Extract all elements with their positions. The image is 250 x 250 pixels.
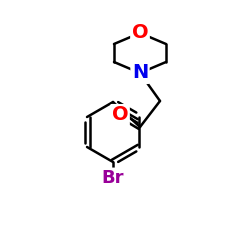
Text: O: O [112,106,128,124]
Text: Br: Br [102,169,124,187]
Text: O: O [132,24,148,42]
Text: N: N [132,64,148,82]
